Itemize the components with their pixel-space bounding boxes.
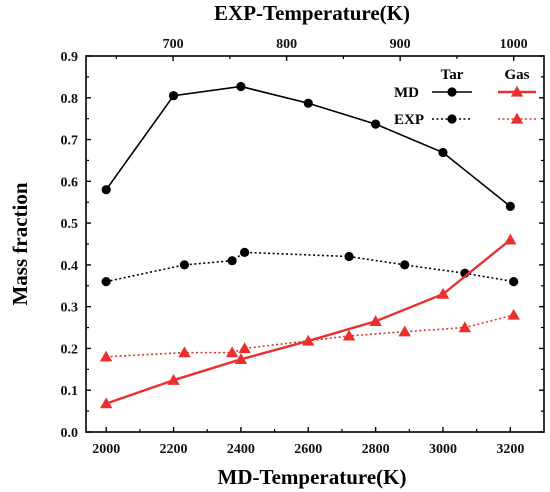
data-point-exp-tar	[400, 260, 410, 270]
data-point-md-gas	[369, 315, 382, 326]
y-tick-label: 0.2	[61, 342, 79, 357]
plot-frame	[85, 55, 545, 433]
series-line-exp-gas	[106, 314, 514, 358]
data-point-exp-tar	[240, 247, 250, 257]
data-point-exp-tar	[227, 256, 237, 266]
data-point-md-tar	[303, 98, 313, 108]
series-exp-gas	[99, 308, 520, 362]
data-point-exp-gas	[342, 329, 356, 341]
y-tick-label: 0.1	[61, 384, 79, 399]
data-point-exp-gas	[99, 350, 113, 362]
x-tick-label: 3200	[496, 442, 524, 457]
data-point-exp-gas	[238, 342, 251, 354]
x-tick-label: 2800	[362, 442, 390, 457]
data-point-md-gas	[436, 287, 450, 299]
x-tick-label: 2000	[92, 442, 120, 457]
y-tick-label: 0.5	[61, 217, 79, 232]
data-point-md-tar	[505, 201, 515, 211]
top-x-tick-label: 800	[276, 37, 297, 52]
data-point-md-tar	[101, 185, 111, 195]
series-md-tar	[101, 81, 515, 211]
y-tick-label: 0.4	[61, 259, 79, 274]
legend-header-tar: Tar	[441, 67, 464, 83]
top-x-tick-label: 1000	[500, 37, 528, 52]
y-tick-label: 0.7	[61, 134, 79, 149]
legend-marker-exp-gas	[510, 112, 524, 124]
data-point-exp-tar	[509, 277, 519, 287]
x-tick-label: 2600	[294, 442, 322, 457]
data-point-md-tar	[371, 119, 381, 129]
y-tick-label: 0.3	[61, 301, 79, 316]
data-point-exp-gas	[225, 346, 239, 358]
top-x-tick-label: 700	[163, 37, 184, 52]
x-tick-label: 2200	[160, 442, 188, 457]
y-axis-ticks: 0.0 0.1 0.2 0.3 0.4 0.5 0.6 0.7 0.8 0.9	[61, 50, 544, 441]
x-axis-title: MD-Temperature(K)	[218, 465, 407, 489]
top-x-tick-label: 900	[390, 37, 411, 52]
data-point-exp-gas	[178, 346, 191, 358]
series-exp-tar	[101, 247, 519, 287]
top-x-axis-ticks: 700 800 900 1000	[115, 37, 528, 61]
data-point-exp-tar	[179, 260, 190, 270]
x-tick-label: 2400	[227, 442, 255, 457]
data-point-md-gas	[504, 233, 517, 245]
data-point-md-gas	[167, 373, 180, 385]
data-point-md-tar	[168, 91, 179, 101]
legend: Tar Gas MD EXP	[394, 67, 536, 128]
data-point-exp-gas	[398, 325, 411, 337]
x-tick-label: 3000	[429, 442, 457, 457]
series-md-gas	[100, 233, 517, 409]
x-axis-ticks: 2000 2200 2400 2600 2800 3000 3200	[92, 427, 524, 457]
legend-marker-exp-tar	[447, 114, 457, 124]
y-tick-label: 0.9	[61, 50, 79, 65]
data-point-exp-gas	[458, 321, 472, 333]
legend-marker-md-gas	[510, 85, 524, 97]
legend-marker-md-tar	[447, 87, 457, 97]
data-point-md-tar	[438, 147, 448, 158]
y-tick-label: 0.6	[61, 175, 79, 190]
legend-header-gas: Gas	[504, 67, 529, 83]
series-layer	[99, 81, 520, 409]
top-x-axis-title: EXP-Temperature(K)	[214, 1, 410, 25]
series-line-exp-tar	[105, 251, 514, 283]
data-point-md-gas	[100, 397, 113, 409]
data-point-exp-tar	[101, 277, 111, 287]
data-point-md-gas	[234, 353, 248, 364]
legend-label-md: MD	[394, 85, 419, 101]
y-tick-label: 0.0	[61, 426, 79, 441]
plot-border	[85, 55, 545, 433]
y-tick-label: 0.8	[61, 92, 79, 107]
y-axis-title: Mass fraction	[8, 182, 32, 305]
data-point-exp-gas	[507, 308, 520, 320]
legend-label-exp: EXP	[394, 112, 424, 128]
series-line-md-gas	[105, 238, 512, 405]
data-point-exp-tar	[344, 251, 354, 262]
data-point-md-tar	[236, 81, 246, 92]
